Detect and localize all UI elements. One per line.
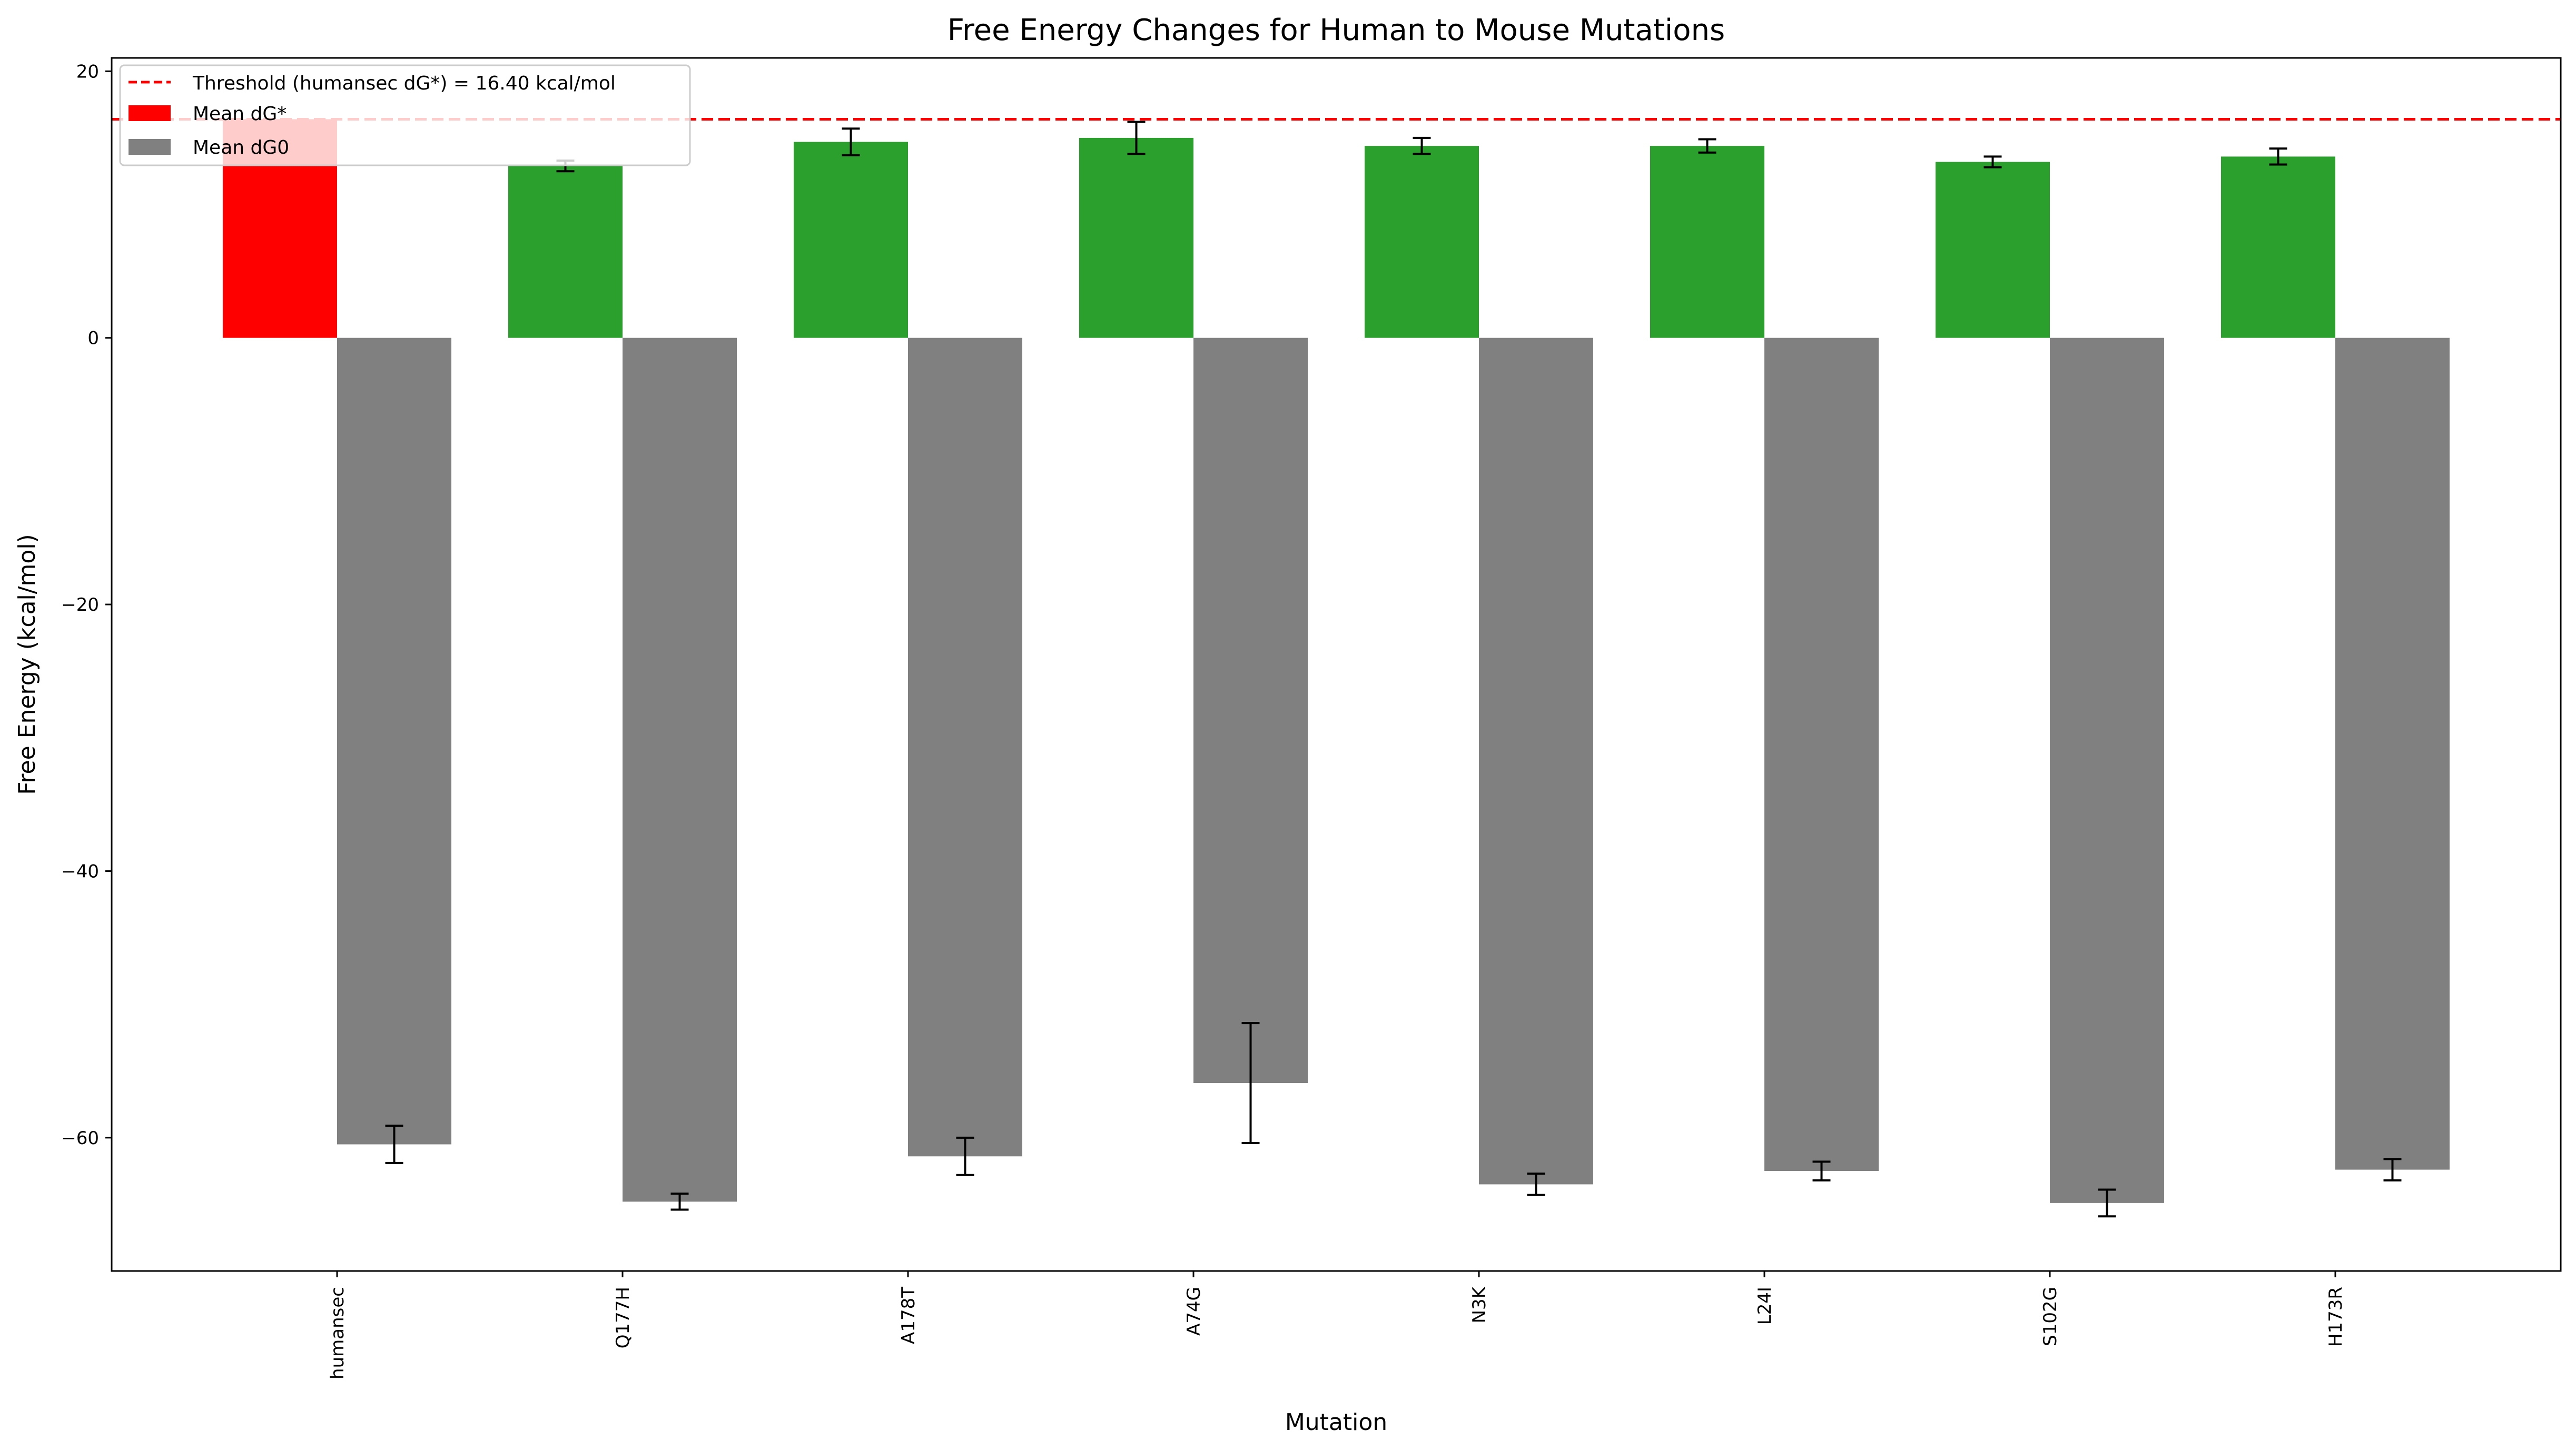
legend-label-dg-star: Mean dG* xyxy=(193,103,287,125)
y-tick-label: 0 xyxy=(87,328,99,349)
y-tick-label: −20 xyxy=(61,594,99,615)
x-tick-label-h173r: H173R xyxy=(2325,1287,2346,1347)
bar-dg-star-a74g xyxy=(1079,137,1193,338)
error-bar-dg0-a178t xyxy=(956,1136,974,1176)
error-bar-dg0-l24i xyxy=(1812,1160,1831,1181)
bar-dg0-a178t xyxy=(908,337,1022,1157)
bar-dg-star-a178t xyxy=(794,142,908,338)
error-bar-dg0-a74g xyxy=(1241,1022,1260,1144)
error-bar-dg-star-n3k xyxy=(1413,136,1431,155)
error-bar-dg-star-l24i xyxy=(1698,138,1716,154)
legend-swatch-dg0 xyxy=(129,139,171,155)
bar-dg0-humansec xyxy=(337,337,451,1145)
bar-dg0-l24i xyxy=(1764,337,1879,1171)
plot-frame xyxy=(111,57,2562,1272)
error-bar-dg-star-a74g xyxy=(1127,121,1146,155)
error-bar-dg-star-h173r xyxy=(2269,147,2287,166)
error-bar-dg0-n3k xyxy=(1527,1173,1545,1196)
y-tick-label: −40 xyxy=(61,861,99,882)
legend-label-dg0: Mean dG0 xyxy=(193,137,289,158)
error-bar-dg0-humansec xyxy=(385,1125,403,1164)
y-axis: 20 0 −20 −40 −60 xyxy=(61,61,112,1149)
chart-title: Free Energy Changes for Human to Mouse M… xyxy=(948,13,1725,47)
x-tick-label-q177h: Q177H xyxy=(613,1287,634,1348)
error-bar-dg0-q177h xyxy=(670,1193,689,1211)
x-tick-label-a74g: A74G xyxy=(1183,1287,1205,1336)
legend-swatch-dg-star xyxy=(129,105,171,121)
y-axis-label: Free Energy (kcal/mol) xyxy=(14,534,41,794)
bar-dg-star-l24i xyxy=(1650,146,1764,338)
bar-dg-star-q177h xyxy=(508,166,623,338)
x-tick-label-l24i: L24I xyxy=(1754,1287,1775,1325)
x-axis: humansec Q177H A178T A74G N3K L24I S102G H173R xyxy=(327,1271,2346,1379)
y-tick-label: 20 xyxy=(76,61,99,82)
bar-dg0-n3k xyxy=(1479,337,1593,1185)
bar-dg-star-n3k xyxy=(1365,146,1479,338)
bar-dg0-q177h xyxy=(623,337,737,1202)
error-bars-layer xyxy=(385,121,2402,1218)
legend-threshold-label: Threshold (humansec dG*) = 16.40 kcal/mo… xyxy=(192,73,616,94)
bar-dg0-a74g xyxy=(1193,337,1308,1084)
error-bar-dg-star-s102g xyxy=(1983,155,2002,168)
x-axis-label: Mutation xyxy=(1285,1409,1387,1436)
legend-box xyxy=(119,64,691,166)
bar-dg-star-h173r xyxy=(2221,156,2335,338)
error-bar-dg-star-a178t xyxy=(842,127,860,156)
bar-dg0-h173r xyxy=(2335,337,2450,1170)
x-tick-label-humansec: humansec xyxy=(327,1287,348,1379)
legend: Threshold (humansec dG*) = 16.40 kcal/mo… xyxy=(119,64,691,166)
bars-layer xyxy=(223,119,2450,1203)
bar-dg0-s102g xyxy=(2050,337,2164,1203)
x-tick-label-s102g: S102G xyxy=(2040,1287,2061,1346)
x-tick-label-a178t: A178T xyxy=(898,1287,919,1344)
bar-dg-star-s102g xyxy=(1936,162,2050,338)
error-bar-dg0-s102g xyxy=(2098,1188,2116,1218)
y-tick-label: −60 xyxy=(61,1128,99,1149)
x-tick-label-n3k: N3K xyxy=(1469,1286,1490,1323)
error-bar-dg0-h173r xyxy=(2383,1158,2402,1181)
